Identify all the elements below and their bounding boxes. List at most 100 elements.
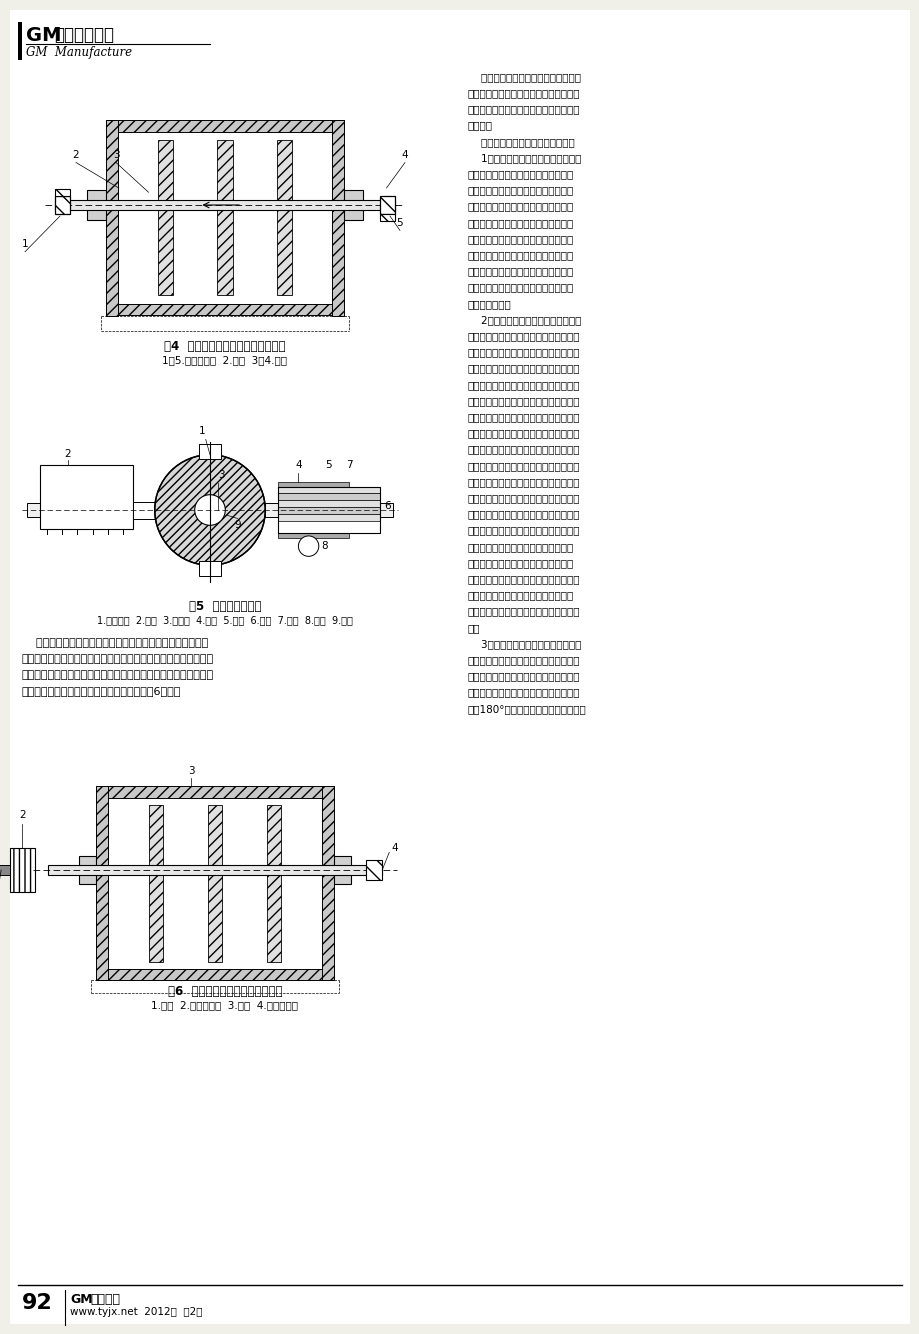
- Text: 图4  大型双吸泵泵体中道孔加工示意: 图4 大型双吸泵泵体中道孔加工示意: [165, 340, 286, 354]
- Text: 轮带动丝杠，丝杠带动滑块沿夹具上的导轨运动，刀具固定在滑块: 轮带动丝杠，丝杠带动滑块沿夹具上的导轨运动，刀具固定在滑块: [22, 670, 214, 680]
- Text: GM: GM: [70, 1293, 93, 1306]
- Bar: [278, 487, 380, 494]
- Bar: [332, 120, 344, 316]
- Bar: [217, 140, 233, 295]
- Text: 回转180°，再加工另一端的方法。这种: 回转180°，再加工另一端的方法。这种: [468, 704, 586, 714]
- Text: 5: 5: [325, 460, 332, 470]
- Text: 1: 1: [22, 239, 28, 248]
- Text: 具的制造精度。: 具的制造精度。: [468, 299, 511, 308]
- Bar: [78, 856, 96, 884]
- Text: 3: 3: [219, 471, 225, 480]
- Text: 其后果就更严重了）。此时要根据已加工: 其后果就更严重了）。此时要根据已加工: [468, 510, 580, 519]
- Bar: [278, 494, 380, 500]
- Bar: [87, 191, 106, 220]
- Bar: [28, 503, 392, 516]
- Text: 图6  利用车平面夹具加工端面示意: 图6 利用车平面夹具加工端面示意: [167, 984, 282, 998]
- Bar: [278, 500, 380, 507]
- Bar: [96, 968, 334, 980]
- Bar: [278, 507, 380, 514]
- Bar: [380, 196, 394, 215]
- Bar: [48, 864, 381, 875]
- Bar: [133, 502, 154, 519]
- Text: 6: 6: [384, 500, 391, 511]
- Text: 4: 4: [391, 843, 397, 852]
- Text: 上，从而完成平面的加工，夹具安装加工如图6所示。: 上，从而完成平面的加工，夹具安装加工如图6所示。: [22, 686, 181, 696]
- Text: 92: 92: [22, 1293, 52, 1313]
- Text: 短，用百分表很难测得一个稳定精确的数: 短，用百分表很难测得一个稳定精确的数: [468, 607, 580, 616]
- Bar: [96, 787, 108, 980]
- Text: 1.夹紧螺栓  2.配重  3.夹具体  4.导轨  5.滑块  6.刀具  7.丝杠  8.拨轮  9.镗杆: 1.夹紧螺栓 2.配重 3.夹具体 4.导轨 5.滑块 6.刀具 7.丝杠 8.…: [97, 615, 353, 626]
- Text: 端各孔和端面，再把泵体通过回转工作台: 端各孔和端面，再把泵体通过回转工作台: [468, 687, 580, 698]
- Bar: [208, 804, 221, 962]
- Bar: [278, 483, 349, 487]
- Text: 1: 1: [199, 426, 206, 436]
- Text: 来加工。: 来加工。: [468, 120, 493, 131]
- Bar: [0, 864, 10, 875]
- Bar: [322, 787, 334, 980]
- Text: 证设计要求的轴向圆跳动，但不一定能: 证设计要求的轴向圆跳动，但不一定能: [468, 169, 573, 179]
- Text: 使用一根镗杆加工出的，而孔的中心线是: 使用一根镗杆加工出的，而孔的中心线是: [468, 347, 580, 358]
- Text: 两种加工方法可能产生如下误差。: 两种加工方法可能产生如下误差。: [468, 137, 574, 147]
- Text: 1）利用车平面夹具加工端面，能保: 1）利用车平面夹具加工端面，能保: [468, 153, 581, 163]
- Bar: [344, 191, 362, 220]
- Text: 主轴是通过两个万向联轴器驱动镗杆的。: 主轴是通过两个万向联轴器驱动镗杆的。: [468, 460, 580, 471]
- Bar: [199, 562, 221, 576]
- Circle shape: [298, 536, 319, 556]
- Bar: [199, 444, 221, 459]
- Bar: [366, 860, 381, 879]
- Bar: [267, 804, 281, 962]
- Text: 则必须考虑（如果没有意识到这种误差，: 则必须考虑（如果没有意识到这种误差，: [468, 494, 580, 503]
- Text: 图5  车平面夹具示意: 图5 车平面夹具示意: [188, 600, 261, 614]
- Bar: [55, 189, 70, 196]
- Text: 3）除了上述两种加工方法外，还可: 3）除了上述两种加工方法外，还可: [468, 639, 581, 650]
- Text: 决定的中心线，只保证加工泵体中道孔的: 决定的中心线，只保证加工泵体中道孔的: [468, 380, 580, 390]
- Bar: [96, 787, 334, 798]
- Text: 测出。要想满足使用要求，必须保证夹: 测出。要想满足使用要求，必须保证夹: [468, 283, 573, 292]
- Bar: [106, 120, 118, 316]
- Bar: [277, 140, 292, 295]
- Text: 7: 7: [346, 460, 352, 470]
- Text: 中心线与镗杆中心线的垂直度误差，导: 中心线与镗杆中心线的垂直度误差，导: [468, 217, 573, 228]
- Text: 夹具由夹具体、滑块、丝杠、拨轮等组成，工作原理是，夹: 夹具由夹具体、滑块、丝杠、拨轮等组成，工作原理是，夹: [22, 638, 208, 648]
- Bar: [55, 200, 394, 209]
- Text: GM  Manufacture: GM Manufacture: [26, 45, 132, 59]
- Bar: [40, 466, 133, 530]
- Text: 保证端面对回转中心的全跳动（设计没: 保证端面对回转中心的全跳动（设计没: [468, 185, 573, 195]
- Text: 3: 3: [187, 766, 194, 776]
- Text: 行。已以加工出的孔或者端面为正，还: 行。已以加工出的孔或者端面为正，还: [468, 558, 573, 568]
- Text: 8: 8: [321, 542, 327, 551]
- Text: 致加工后端面与孔中心线不垂直，而这: 致加工后端面与孔中心线不垂直，而这: [468, 233, 573, 244]
- Text: 1.刀具  2.车平面夹具  3.泵体  4.接镗床主轴: 1.刀具 2.车平面夹具 3.泵体 4.接镗床主轴: [152, 1000, 298, 1010]
- Text: 具安装在镗杆上并随镗杆一起转动，通过外部的按杆拨动拨轮，拨: 具安装在镗杆上并随镗杆一起转动，通过外部的按杆拨动拨轮，拨: [22, 654, 214, 664]
- Text: 体安装在镗床回转工作台上，先加工好一: 体安装在镗床回转工作台上，先加工好一: [468, 671, 580, 682]
- Bar: [278, 487, 380, 534]
- Bar: [265, 503, 278, 516]
- Text: 出的孔或者端面，调整泵体的位置，使其: 出的孔或者端面，调整泵体的位置，使其: [468, 526, 580, 535]
- Text: 据。: 据。: [468, 623, 480, 632]
- Text: 近镗床主轴端的端面，利用镗床上平旋盘: 近镗床主轴端的端面，利用镗床上平旋盘: [468, 104, 580, 115]
- Text: 4: 4: [402, 149, 408, 160]
- Text: 2: 2: [64, 448, 72, 459]
- Text: 只用来加工远离镗床主轴端的端面，而靠: 只用来加工远离镗床主轴端的端面，而靠: [468, 88, 580, 99]
- Text: 3: 3: [112, 149, 119, 160]
- Bar: [278, 534, 349, 538]
- Text: 以在镗床主轴或平旋盘上安装刀杆，把泵: 以在镗床主轴或平旋盘上安装刀杆，把泵: [468, 655, 580, 666]
- Text: 2: 2: [73, 149, 79, 160]
- Text: GM: GM: [26, 25, 62, 45]
- Text: 2: 2: [19, 810, 26, 820]
- Bar: [106, 120, 344, 132]
- Bar: [18, 21, 22, 60]
- Text: www.tyjx.net  2012年  第2期: www.tyjx.net 2012年 第2期: [70, 1307, 202, 1317]
- Bar: [55, 196, 70, 215]
- Bar: [148, 804, 163, 962]
- Text: 1、5.镗杆支撑座  2.镗杆  3、4.镗刀: 1、5.镗杆支撑座 2.镗杆 3、4.镗刀: [163, 355, 288, 366]
- Bar: [334, 856, 351, 884]
- Text: 4: 4: [295, 460, 301, 470]
- Text: 其误差原因更为复杂。由于中道系列孔是: 其误差原因更为复杂。由于中道系列孔是: [468, 331, 580, 342]
- Text: 种不垂直用检测轴向圆跳动量的方法是: 种不垂直用检测轴向圆跳动量的方法是: [468, 251, 573, 260]
- Bar: [278, 514, 380, 520]
- Text: 同轴度，而与镗床主轴中心线没有联系。: 同轴度，而与镗床主轴中心线没有联系。: [468, 396, 580, 406]
- Bar: [380, 215, 394, 221]
- Text: 要保证精度都是十分困难的，因为孔都是: 要保证精度都是十分困难的，因为孔都是: [468, 574, 580, 584]
- Text: 中道孔的中心线与镗床主轴的中心线平: 中道孔的中心线与镗床主轴的中心线平: [468, 542, 573, 552]
